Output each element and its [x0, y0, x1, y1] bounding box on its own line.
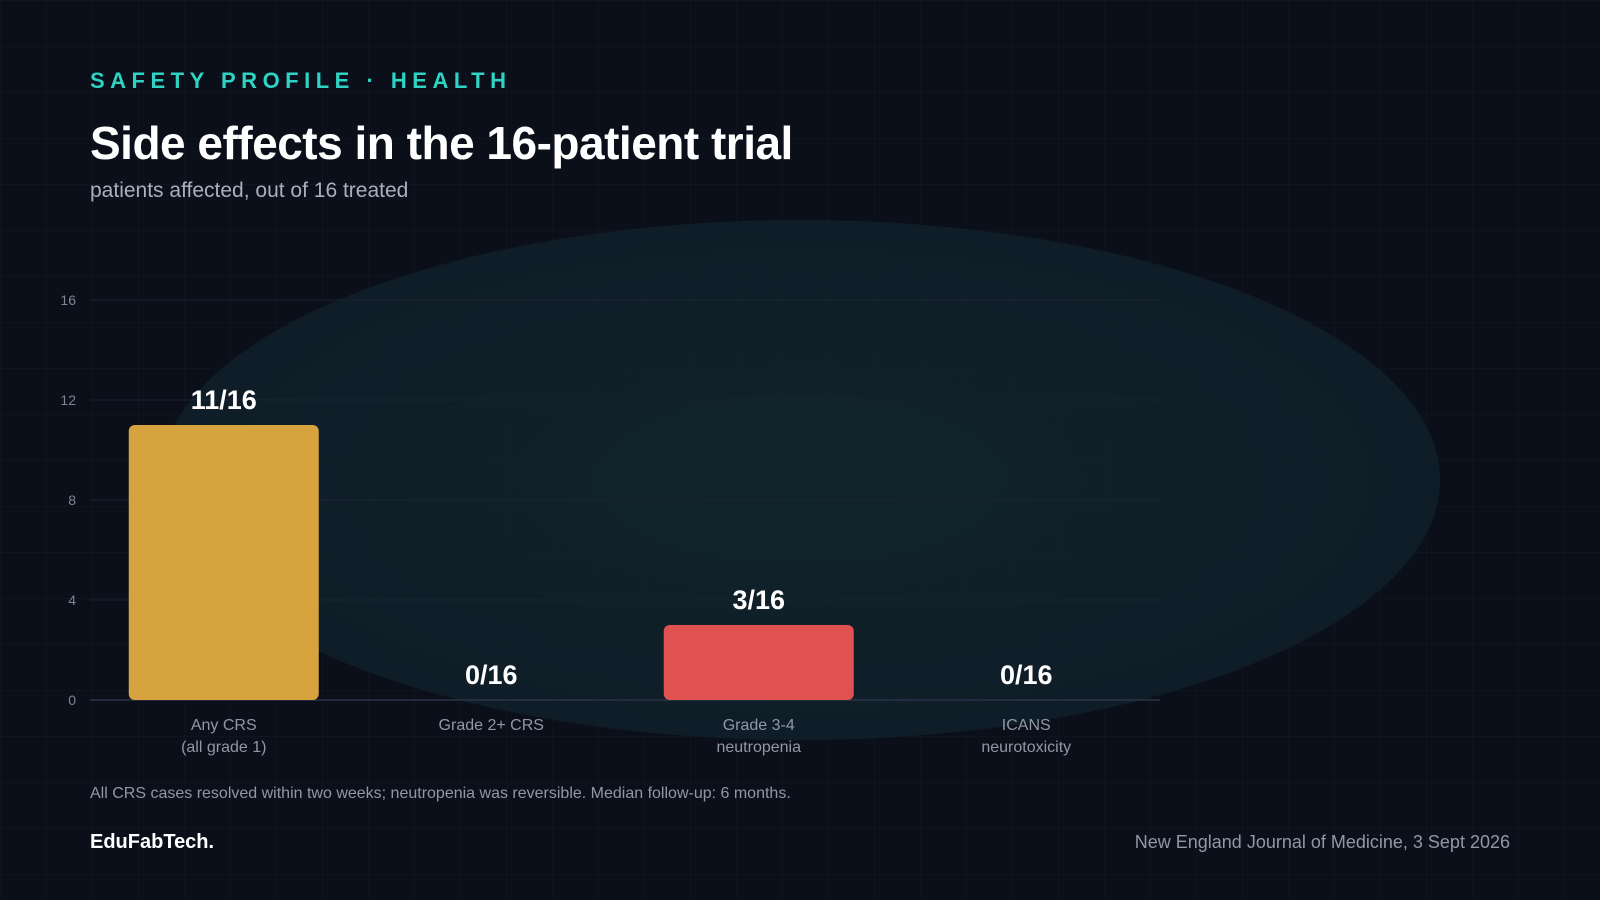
page-title: Side effects in the 16-patient trial — [90, 117, 793, 169]
kicker-label: SAFETY PROFILE · HEALTH — [90, 68, 512, 93]
brand-logo: EduFabTech. — [90, 831, 215, 853]
bars — [128, 425, 854, 700]
y-axis-ticks: 0 4 8 12 16 — [60, 292, 76, 708]
footnote: All CRS cases resolved within two weeks;… — [90, 785, 791, 802]
page-subtitle: patients affected, out of 16 treated — [90, 179, 409, 202]
bar — [128, 425, 319, 700]
x-tick-label: Any CRS — [191, 717, 257, 734]
y-tick-label: 0 — [68, 692, 76, 708]
y-tick-label: 16 — [60, 292, 76, 308]
x-tick-label: neutropenia — [716, 739, 801, 756]
y-tick-label: 4 — [68, 592, 76, 608]
bar — [663, 625, 854, 700]
y-tick-label: 12 — [60, 392, 76, 408]
bar-value-label: 0/16 — [1000, 660, 1053, 690]
x-tick-label: Grade 3-4 — [723, 717, 795, 734]
x-tick-label: (all grade 1) — [181, 739, 266, 756]
background-glow — [160, 220, 1440, 740]
source-citation: New England Journal of Medicine, 3 Sept … — [1134, 832, 1510, 852]
value-labels: 11/16 0/16 3/16 0/16 — [191, 385, 1053, 690]
bar-value-label: 0/16 — [465, 660, 518, 690]
x-axis-ticks: Any CRS (all grade 1) Grade 2+ CRS Grade 3-… — [181, 717, 1071, 756]
x-tick-label: Grade 2+ CRS — [439, 717, 544, 734]
bar-value-label: 3/16 — [732, 585, 785, 615]
bar-value-label: 11/16 — [191, 385, 257, 415]
x-tick-label: neurotoxicity — [981, 739, 1071, 756]
y-tick-label: 8 — [68, 492, 76, 508]
x-tick-label: ICANS — [1002, 717, 1051, 734]
